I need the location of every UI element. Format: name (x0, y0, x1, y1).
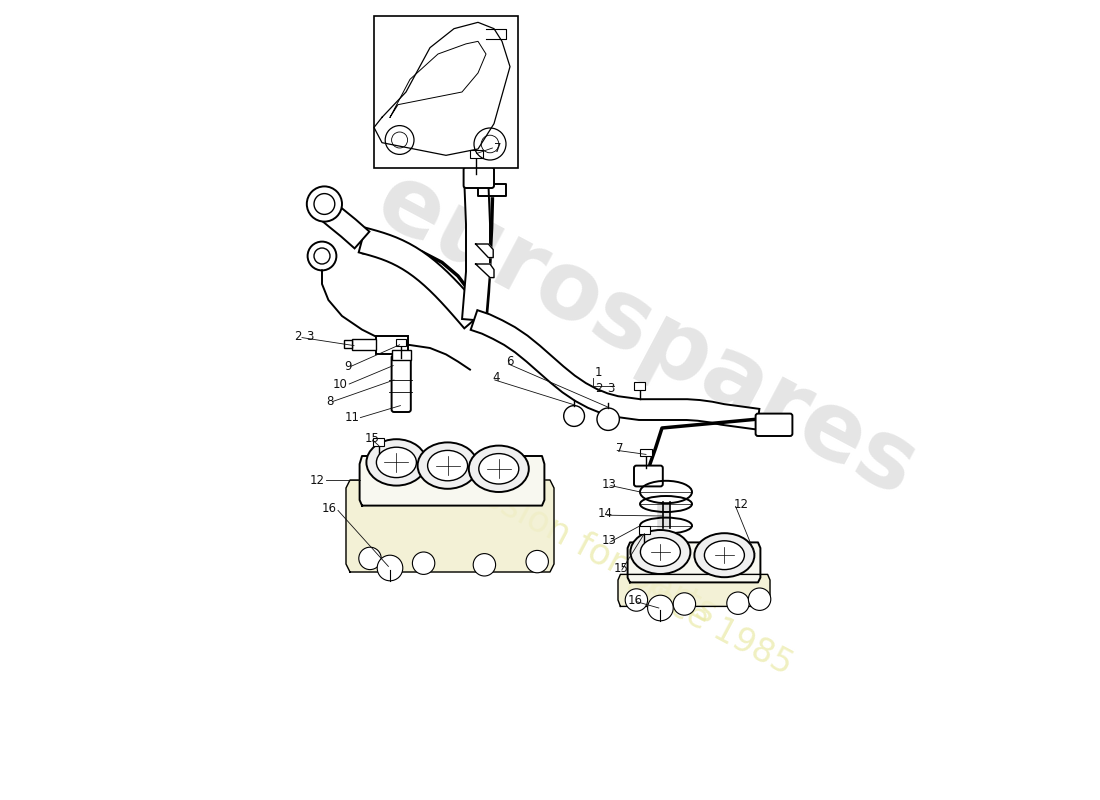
Text: 3: 3 (306, 330, 313, 342)
Ellipse shape (418, 442, 477, 489)
Text: 6: 6 (506, 355, 514, 368)
FancyBboxPatch shape (639, 526, 650, 534)
Text: 16: 16 (322, 502, 337, 515)
Text: eurospares: eurospares (361, 155, 932, 517)
Text: 1: 1 (595, 366, 603, 379)
Text: 10: 10 (332, 378, 348, 390)
FancyBboxPatch shape (376, 336, 408, 354)
Circle shape (359, 547, 382, 570)
Text: 7: 7 (494, 142, 502, 154)
Polygon shape (628, 542, 760, 582)
Circle shape (625, 589, 648, 611)
Polygon shape (618, 574, 770, 606)
Text: 11: 11 (344, 411, 360, 424)
Text: 4: 4 (493, 371, 499, 384)
Polygon shape (475, 264, 494, 278)
Text: a passion for parts: a passion for parts (409, 442, 723, 630)
Text: since 1985: since 1985 (621, 566, 799, 682)
Polygon shape (478, 184, 506, 196)
Text: 2: 2 (294, 330, 301, 342)
Text: 15: 15 (364, 432, 380, 445)
Text: 9: 9 (344, 360, 352, 373)
FancyBboxPatch shape (352, 339, 375, 350)
Text: 12: 12 (310, 474, 324, 486)
Polygon shape (360, 456, 544, 506)
Ellipse shape (630, 530, 691, 574)
Text: 8: 8 (326, 395, 333, 408)
Ellipse shape (640, 538, 681, 566)
Circle shape (748, 588, 771, 610)
FancyBboxPatch shape (470, 150, 483, 158)
Polygon shape (319, 201, 370, 248)
Circle shape (377, 555, 403, 581)
Ellipse shape (366, 439, 427, 486)
Ellipse shape (469, 446, 529, 492)
Polygon shape (475, 244, 493, 258)
Circle shape (526, 550, 549, 573)
FancyBboxPatch shape (756, 414, 792, 436)
Polygon shape (462, 183, 490, 321)
Ellipse shape (704, 541, 745, 570)
Text: 13: 13 (602, 534, 617, 546)
FancyBboxPatch shape (634, 382, 646, 390)
Ellipse shape (478, 454, 519, 484)
Polygon shape (359, 228, 484, 328)
Circle shape (563, 406, 584, 426)
Text: 7: 7 (616, 442, 623, 454)
Text: 16: 16 (628, 594, 642, 606)
Ellipse shape (376, 447, 417, 478)
Text: 14: 14 (598, 507, 613, 520)
Circle shape (308, 242, 337, 270)
FancyBboxPatch shape (463, 167, 494, 188)
Circle shape (648, 595, 673, 621)
Text: 15: 15 (614, 562, 629, 574)
Ellipse shape (694, 534, 755, 578)
Ellipse shape (428, 450, 468, 481)
FancyBboxPatch shape (392, 355, 410, 412)
Polygon shape (346, 480, 554, 572)
Polygon shape (471, 310, 759, 430)
FancyBboxPatch shape (396, 339, 406, 346)
FancyBboxPatch shape (373, 438, 384, 446)
Circle shape (412, 552, 434, 574)
FancyBboxPatch shape (344, 340, 352, 348)
Circle shape (673, 593, 695, 615)
Text: 13: 13 (602, 478, 617, 490)
FancyBboxPatch shape (640, 449, 651, 456)
Circle shape (597, 408, 619, 430)
Circle shape (727, 592, 749, 614)
Text: 2: 2 (595, 382, 603, 394)
FancyBboxPatch shape (374, 16, 518, 168)
FancyBboxPatch shape (634, 466, 663, 486)
Circle shape (473, 554, 496, 576)
Circle shape (307, 186, 342, 222)
Text: 3: 3 (607, 382, 615, 394)
Text: 12: 12 (734, 498, 749, 510)
FancyBboxPatch shape (392, 350, 410, 360)
